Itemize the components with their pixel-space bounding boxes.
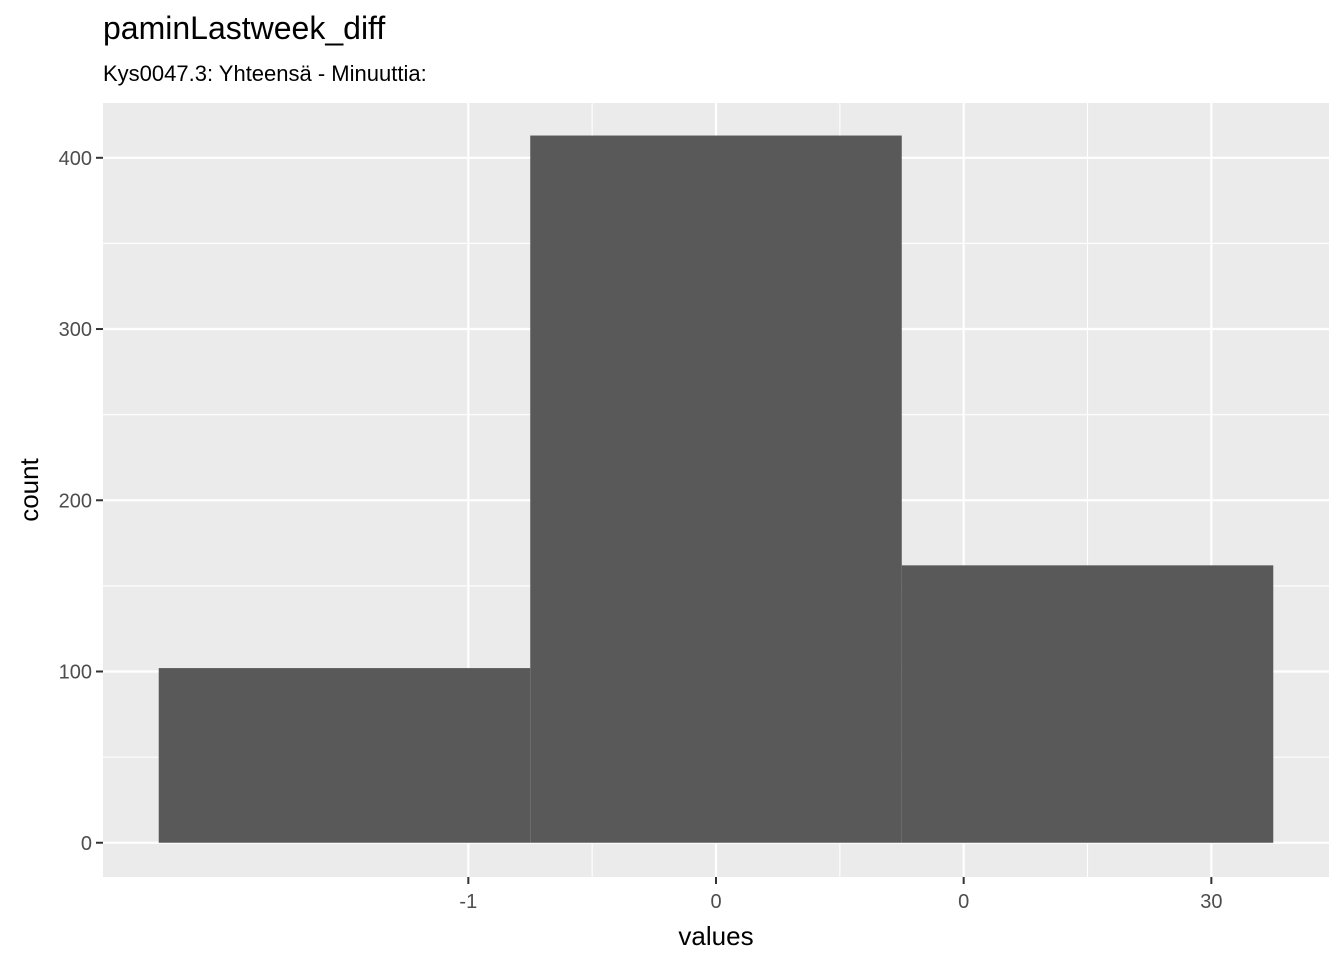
x-tick-label: -1 [459, 891, 477, 913]
y-tick-label: 200 [59, 490, 92, 512]
y-axis-title: count [14, 457, 44, 521]
x-tick-label: 0 [958, 891, 969, 913]
histogram-bar-2 [530, 135, 902, 843]
y-tick-label: 100 [59, 662, 92, 684]
y-axis: 0 100 200 300 400 [59, 148, 103, 855]
chart-title: paminLastweek_diff [103, 10, 386, 46]
x-tick-label: 0 [710, 891, 721, 913]
histogram-bar-1 [158, 668, 531, 843]
histogram-bar-3 [901, 565, 1274, 843]
y-tick-label: 0 [81, 833, 92, 855]
x-tick-label: 30 [1200, 891, 1222, 913]
chart-subtitle: Kys0047.3: Yhteensä - Minuuttia: [103, 61, 427, 86]
x-axis: -1 0 0 30 [459, 877, 1222, 913]
bars [158, 135, 1274, 843]
x-axis-title: values [678, 921, 753, 951]
y-tick-label: 400 [59, 148, 92, 170]
y-tick-label: 300 [59, 319, 92, 341]
